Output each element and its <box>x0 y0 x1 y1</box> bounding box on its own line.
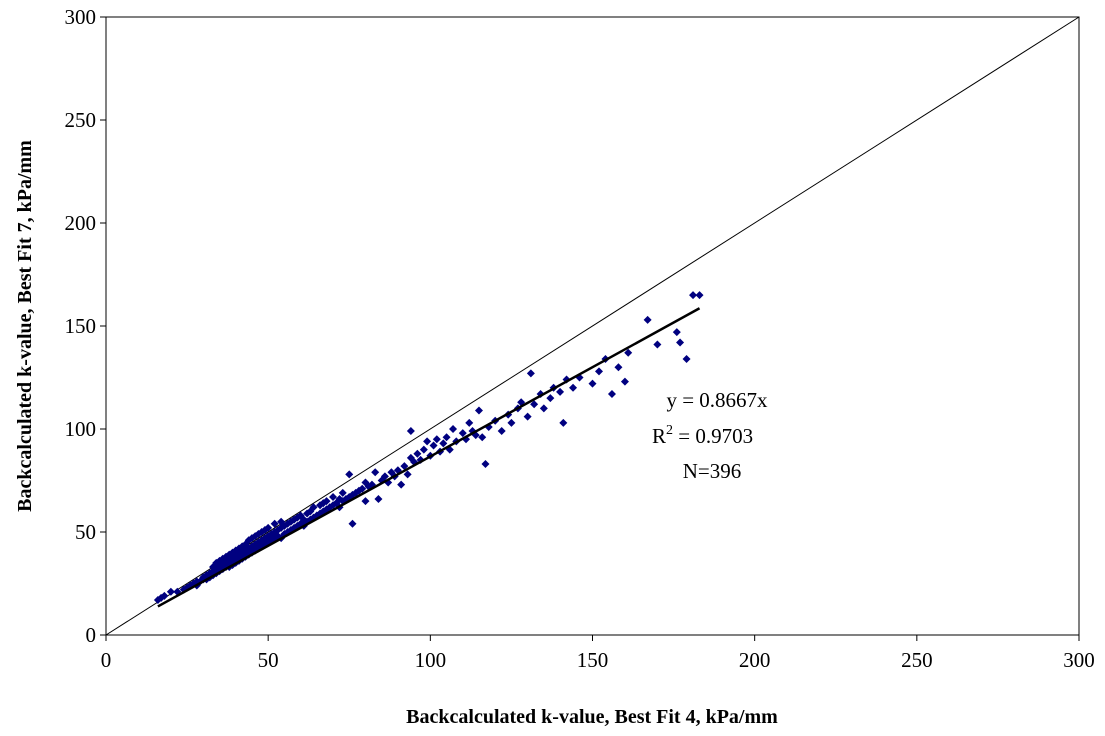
y-tick-label: 100 <box>65 417 97 441</box>
data-point <box>406 427 415 436</box>
trendline <box>157 307 701 608</box>
data-point <box>303 509 312 518</box>
y-tick-label: 0 <box>86 623 97 647</box>
data-point <box>526 369 535 378</box>
data-point <box>374 495 383 504</box>
axis-ticks: 0 50 100 150 200 250 300 0 50 100 150 200 250 300 <box>65 5 1095 672</box>
x-tick-label: 50 <box>258 648 279 672</box>
data-point <box>481 460 490 469</box>
data-point <box>624 348 633 357</box>
data-point <box>653 340 662 349</box>
data-point <box>419 445 428 454</box>
data-point <box>689 291 698 300</box>
data-point <box>546 394 555 403</box>
data-point <box>465 418 474 427</box>
data-point <box>478 433 487 442</box>
y-tick-label: 250 <box>65 108 97 132</box>
x-tick-label: 0 <box>101 648 112 672</box>
data-point <box>620 377 629 386</box>
x-tick-label: 300 <box>1063 648 1095 672</box>
data-point <box>270 519 279 528</box>
data-point <box>309 503 318 512</box>
y-tick-label: 200 <box>65 211 97 235</box>
data-point <box>588 379 597 388</box>
data-point <box>361 497 370 506</box>
data-point <box>432 435 441 444</box>
data-point <box>348 519 357 528</box>
data-point <box>160 591 169 600</box>
data-point <box>682 354 691 363</box>
data-point <box>672 328 681 337</box>
sample-count-label: N=396 <box>683 459 742 483</box>
x-tick-label: 100 <box>415 648 447 672</box>
data-point <box>397 480 406 489</box>
data-point <box>449 425 458 433</box>
data-point <box>358 484 367 493</box>
y-tick-label: 150 <box>65 314 97 338</box>
data-point <box>497 427 506 436</box>
data-point <box>569 383 578 392</box>
data-point <box>530 400 539 409</box>
data-point <box>695 291 704 300</box>
data-point <box>556 387 565 396</box>
r-squared-label: R2 = 0.9703 <box>652 423 753 448</box>
reference-layer <box>105 16 1080 636</box>
data-point <box>559 418 568 427</box>
y-tick-label: 300 <box>65 5 97 29</box>
trendline-layer <box>157 307 701 608</box>
x-tick-label: 200 <box>739 648 771 672</box>
r-squared-value: = 0.9703 <box>673 424 753 448</box>
data-point <box>523 412 532 421</box>
data-point <box>380 472 389 481</box>
x-axis-title: Backcalculated k-value, Best Fit 4, kPa/… <box>406 706 778 728</box>
data-point <box>442 433 451 442</box>
data-point <box>676 338 685 347</box>
data-point <box>507 418 516 427</box>
r-squared-symbol: R <box>652 424 666 448</box>
data-point <box>643 315 652 324</box>
data-point <box>439 439 448 448</box>
y-tick-label: 50 <box>75 520 96 544</box>
data-point <box>429 441 438 450</box>
data-point <box>423 437 432 446</box>
data-point <box>607 389 616 398</box>
data-point <box>345 470 354 479</box>
data-point <box>166 587 175 596</box>
data-point <box>329 492 338 501</box>
y-axis-title: Backcalculated k-value, Best Fit 7, kPa/… <box>14 140 36 512</box>
x-tick-label: 150 <box>577 648 609 672</box>
data-point <box>458 429 467 438</box>
one-to-one-line <box>105 16 1080 636</box>
data-point <box>539 404 548 413</box>
data-point <box>403 470 412 479</box>
data-point <box>338 488 347 497</box>
r-squared-superscript: 2 <box>666 423 673 438</box>
data-point <box>371 468 380 477</box>
data-point <box>614 363 623 372</box>
data-point <box>474 406 483 415</box>
x-tick-label: 250 <box>901 648 933 672</box>
equation-label: y = 0.8667x <box>666 388 768 412</box>
data-point <box>594 367 603 376</box>
data-point <box>413 449 422 458</box>
data-point <box>400 462 409 471</box>
data-point <box>322 497 331 506</box>
data-point <box>264 523 273 532</box>
